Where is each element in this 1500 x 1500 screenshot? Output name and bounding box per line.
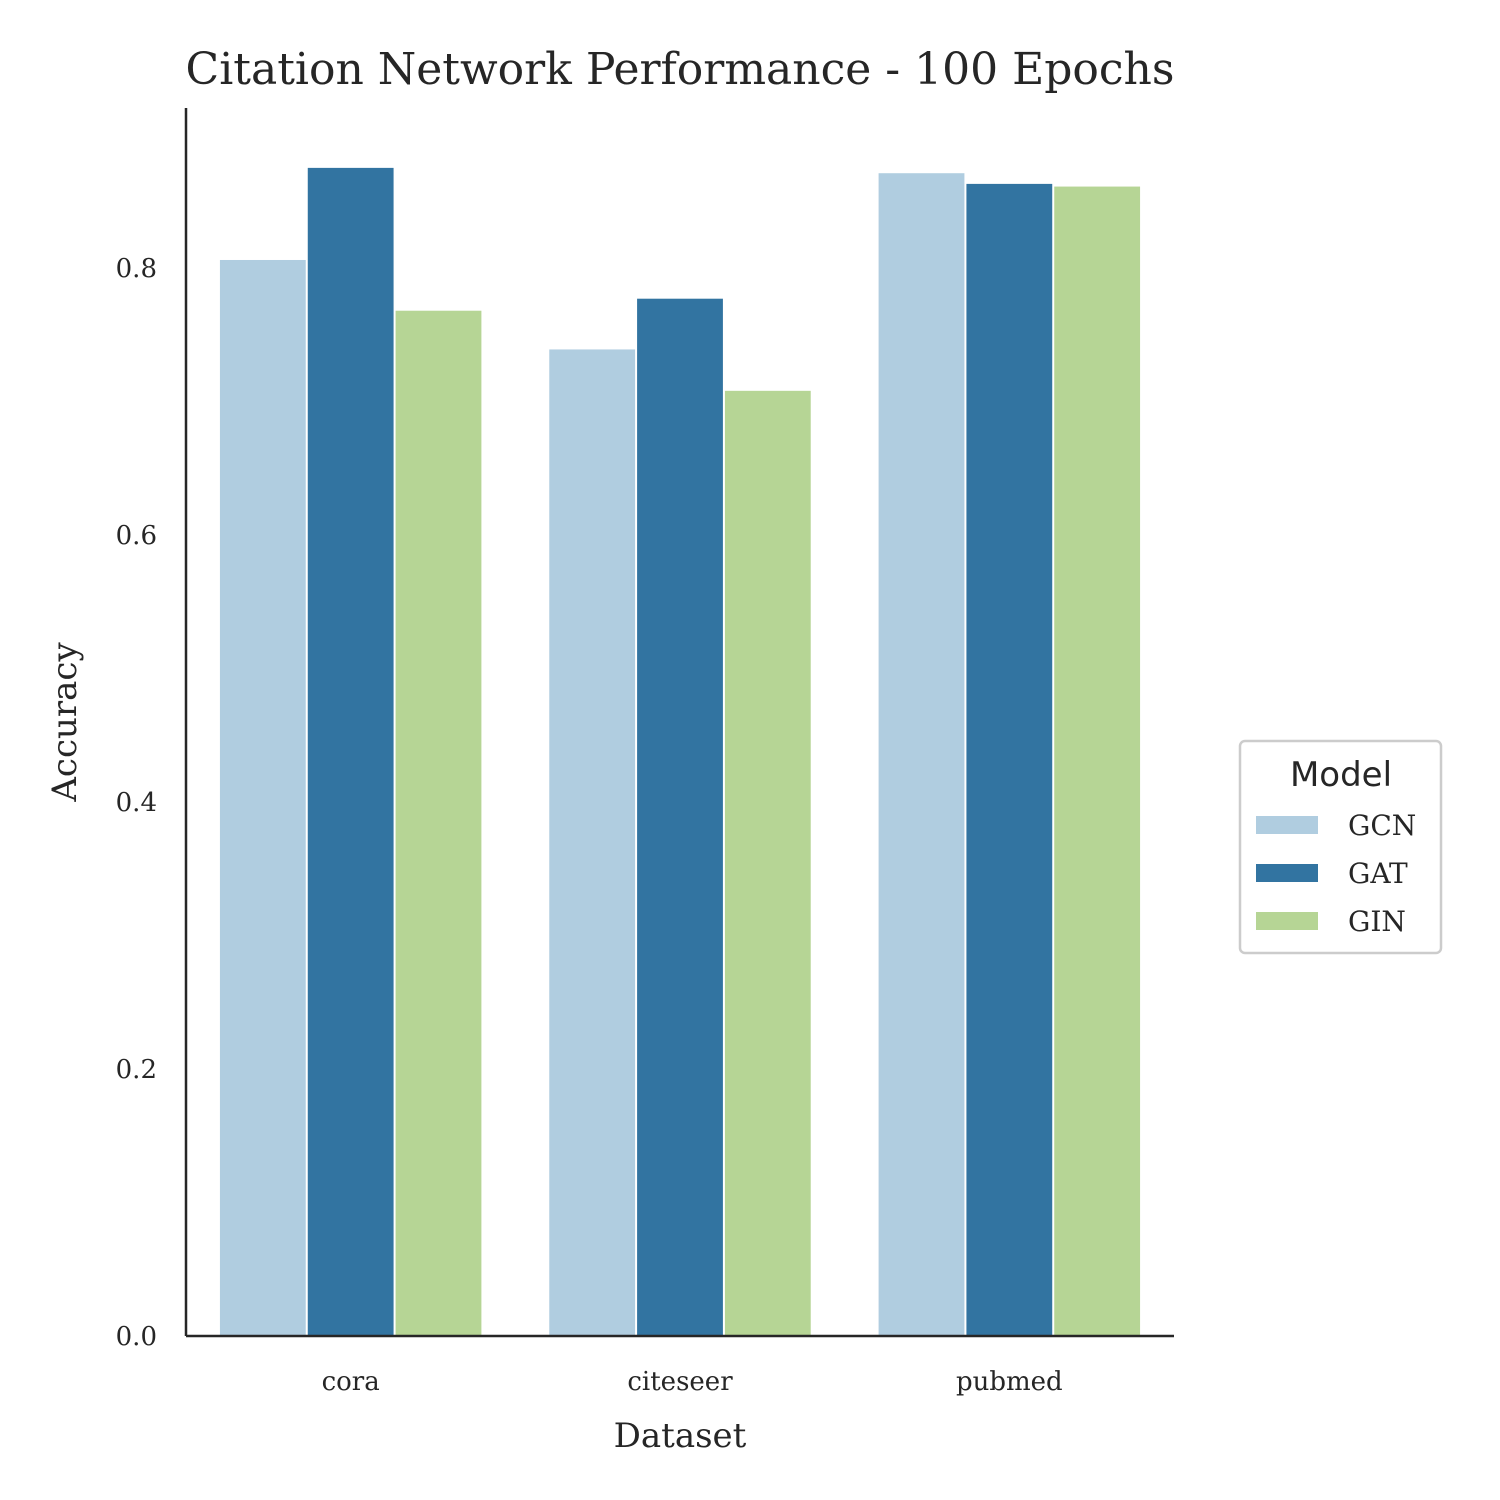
legend-title: Model [1290,755,1392,795]
legend-swatch-gin [1256,912,1318,930]
y-tick-label: 0.0 [116,1322,157,1352]
x-tick-labels: cora citeseer pubmed [322,1367,1063,1397]
x-tick-label-pubmed: pubmed [956,1367,1063,1397]
x-tick-label-cora: cora [322,1367,380,1397]
x-tick-label-citeseer: citeseer [627,1367,733,1397]
bar-pubmed-gcn [878,173,965,1337]
legend-frame [1238,739,1443,955]
bar-pubmed-gin [1054,186,1141,1336]
y-tick-labels: 0.0 0.2 0.4 0.6 0.8 [116,254,157,1352]
bar-pubmed-gat [966,183,1053,1336]
chart-title: Citation Network Performance - 100 Epoch… [186,44,1175,95]
bar-citeseer-gcn [549,349,636,1336]
legend: Model GCN GAT GIN [1238,739,1443,955]
y-tick-label: 0.8 [116,254,157,284]
y-tick-label: 0.4 [116,788,157,818]
y-tick-label: 0.6 [116,521,157,551]
bars-layer [219,167,1141,1337]
legend-items: GCN GAT GIN [1256,809,1416,938]
legend-swatch-gat [1256,864,1318,882]
legend-swatch-gcn [1256,816,1318,834]
bar-citeseer-gat [637,298,723,1337]
bar-cora-gin [395,310,482,1337]
x-axis-label: Dataset [614,1416,747,1456]
y-axis-label: Accuracy [45,642,85,803]
bar-cora-gcn [219,259,306,1336]
y-tick-label: 0.2 [116,1055,157,1085]
legend-label-gin: GIN [1348,905,1406,938]
legend-label-gat: GAT [1348,857,1408,890]
legend-label-gcn: GCN [1348,809,1416,842]
bar-citeseer-gin [724,390,811,1336]
bar-cora-gat [307,167,394,1337]
